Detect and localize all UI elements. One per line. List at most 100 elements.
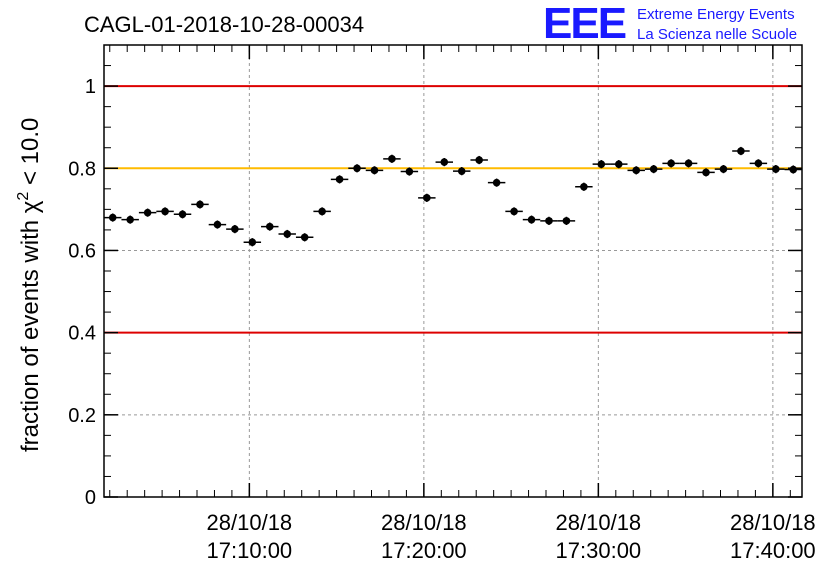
data-marker bbox=[248, 238, 257, 247]
data-marker bbox=[684, 159, 693, 168]
logo: EEE Extreme Energy Events La Scienza nel… bbox=[543, 0, 797, 48]
data-point bbox=[138, 208, 157, 217]
data-point bbox=[121, 215, 139, 224]
data-point bbox=[208, 220, 227, 229]
logo-mark: EEE bbox=[543, 0, 626, 48]
logo-line-2: La Scienza nelle Scuole bbox=[637, 26, 797, 43]
data-point bbox=[487, 178, 506, 187]
data-marker bbox=[789, 165, 798, 174]
data-point bbox=[627, 166, 645, 175]
data-marker bbox=[545, 217, 553, 225]
y-tick-label: 0.8 bbox=[68, 158, 96, 180]
data-point bbox=[714, 164, 733, 174]
data-point bbox=[662, 159, 680, 168]
data-marker bbox=[318, 207, 326, 216]
data-point bbox=[540, 216, 558, 225]
data-point bbox=[592, 160, 611, 169]
y-axis-label-main: fraction of events with χ bbox=[17, 200, 44, 452]
data-marker bbox=[178, 210, 187, 219]
data-marker bbox=[370, 166, 379, 175]
y-axis-label-sup: 2 bbox=[15, 192, 32, 201]
data-marker bbox=[667, 159, 675, 168]
data-point bbox=[767, 164, 785, 174]
data-point bbox=[644, 164, 663, 174]
data-marker bbox=[265, 222, 274, 231]
data-point bbox=[191, 200, 209, 209]
data-point bbox=[557, 216, 576, 225]
data-marker bbox=[562, 217, 571, 225]
data-marker bbox=[510, 207, 518, 216]
data-marker bbox=[300, 233, 309, 242]
x-tick-label-time: 17:20:00 bbox=[381, 538, 467, 563]
data-point bbox=[679, 159, 698, 168]
data-marker bbox=[108, 213, 117, 222]
data-marker bbox=[143, 208, 152, 217]
y-axis-label: fraction of events with χ2 < 10.0 bbox=[15, 118, 44, 452]
data-point bbox=[104, 213, 122, 222]
x-tick-label-date: 28/10/18 bbox=[207, 510, 293, 535]
data-marker bbox=[353, 164, 361, 173]
data-point bbox=[261, 222, 279, 231]
x-tick-label-date: 28/10/18 bbox=[381, 510, 467, 535]
chart-title: CAGL-01-2018-10-28-00034 bbox=[84, 12, 364, 37]
data-point bbox=[278, 229, 296, 239]
data-marker bbox=[457, 167, 466, 175]
data-point bbox=[313, 207, 331, 216]
data-marker bbox=[754, 159, 763, 168]
data-point bbox=[522, 215, 541, 224]
data-marker bbox=[492, 178, 501, 187]
reference-lines bbox=[104, 85, 802, 334]
data-marker bbox=[161, 207, 169, 216]
data-marker bbox=[388, 155, 396, 163]
data-point bbox=[365, 166, 384, 175]
data-point bbox=[156, 207, 174, 216]
data-point bbox=[348, 164, 366, 173]
data-marker bbox=[649, 165, 658, 173]
data-marker bbox=[231, 225, 239, 233]
data-marker bbox=[527, 215, 536, 224]
data-point bbox=[435, 158, 453, 167]
data-point bbox=[732, 146, 750, 156]
y-tick-label: 0 bbox=[85, 487, 96, 509]
data-point bbox=[610, 160, 628, 169]
data-marker bbox=[702, 168, 710, 177]
data-marker bbox=[597, 160, 606, 168]
y-tick-label: 0.6 bbox=[68, 240, 96, 262]
data-marker bbox=[335, 175, 344, 184]
x-tick-label-date: 28/10/18 bbox=[556, 510, 642, 535]
data-marker bbox=[772, 165, 780, 173]
data-point bbox=[226, 224, 244, 234]
data-marker bbox=[405, 167, 414, 176]
x-tick-label-time: 17:30:00 bbox=[556, 538, 642, 563]
data-point bbox=[453, 167, 471, 176]
data-marker bbox=[475, 156, 483, 164]
data-marker bbox=[283, 230, 292, 238]
data-marker bbox=[213, 220, 222, 229]
data-point bbox=[470, 155, 488, 165]
data-point bbox=[575, 182, 593, 191]
data-point bbox=[418, 193, 436, 202]
data-marker bbox=[423, 194, 431, 202]
y-axis-label-tail: < 10.0 bbox=[17, 118, 44, 192]
data-point bbox=[784, 165, 802, 174]
logo-line-1: Extreme Energy Events bbox=[637, 6, 795, 23]
x-tick-label-time: 17:10:00 bbox=[207, 538, 293, 563]
y-tick-label: 0.4 bbox=[68, 323, 96, 345]
data-marker bbox=[719, 165, 728, 173]
data-points bbox=[104, 146, 802, 247]
y-tick-label: 1 bbox=[85, 76, 96, 98]
data-point bbox=[330, 175, 349, 184]
data-point bbox=[505, 207, 523, 216]
data-point bbox=[697, 168, 715, 177]
x-axis: 28/10/18 17:10:00 28/10/18 17:20:00 28/10/18… bbox=[109, 45, 816, 563]
data-marker bbox=[614, 160, 623, 168]
data-point bbox=[400, 167, 419, 176]
data-marker bbox=[126, 215, 134, 224]
y-tick-label: 0.2 bbox=[68, 405, 96, 427]
data-point bbox=[173, 210, 192, 219]
data-marker bbox=[632, 166, 641, 175]
data-marker bbox=[737, 147, 745, 155]
data-marker bbox=[580, 182, 588, 191]
